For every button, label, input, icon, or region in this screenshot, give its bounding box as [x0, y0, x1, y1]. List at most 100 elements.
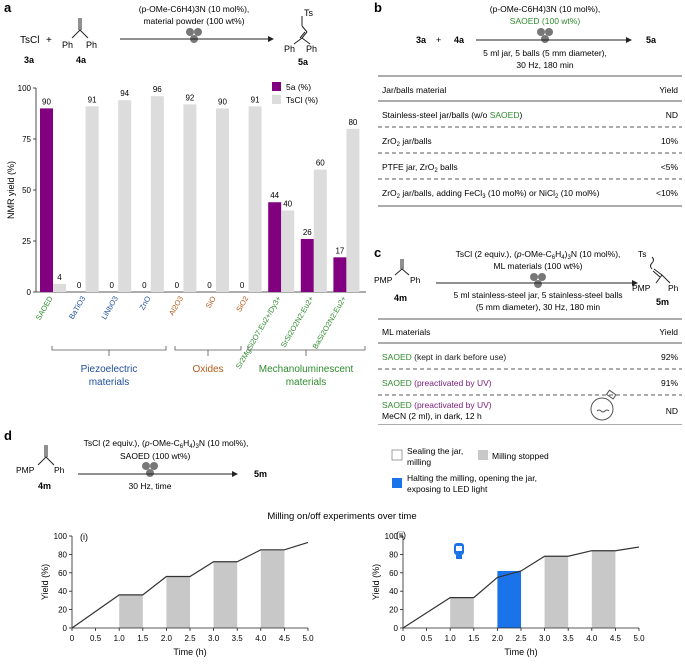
y-tick-label: 60 — [389, 569, 398, 578]
b-plus: + — [436, 35, 441, 45]
milling-stopped-period — [544, 556, 569, 628]
legend-swatch — [272, 82, 281, 91]
b-row-1-right: ND — [666, 110, 678, 120]
bar-value-label: 90 — [42, 97, 51, 106]
yield-line — [402, 546, 640, 629]
d-cond2: SAOED (100 wt%) — [120, 451, 191, 461]
b-cond4: 30 Hz, 180 min — [516, 60, 573, 70]
b-cond2: SAOED (100 wt%) — [510, 16, 581, 26]
d-title: Milling on/off experiments over time — [267, 511, 416, 522]
led-bulb-icon — [454, 543, 464, 559]
legend-swatch-led — [392, 478, 402, 488]
milling-stopped-period — [450, 597, 474, 628]
group-oxides: Oxides — [192, 364, 223, 375]
bar-value-label: 90 — [218, 97, 227, 106]
d-cond3: 30 Hz, time — [129, 481, 172, 491]
bar-tscl — [281, 210, 295, 292]
product-5a — [293, 16, 311, 45]
x-tick-label: 2.5 — [515, 634, 527, 643]
milling-stopped-period — [166, 576, 190, 628]
x-tick-label: 4.0 — [586, 634, 598, 643]
label-5a: 5a — [298, 57, 309, 67]
category-label: BaTiO3 — [67, 295, 87, 321]
bar-value-label: 40 — [283, 199, 292, 208]
legend-milling: Sealing the jar, milling — [407, 446, 463, 467]
x-tick-label: 3.5 — [563, 634, 575, 643]
c-cond3: 5 ml stainless-steel jar, 5 stainless-st… — [453, 290, 622, 300]
bar-tscl — [183, 104, 197, 292]
bar-value-label: 0 — [240, 281, 245, 290]
ball-mill-icon — [186, 28, 202, 43]
legend-label: TsCl (%) — [286, 95, 318, 105]
panel-c-letter: c — [374, 245, 381, 260]
y-tick-label: 20 — [389, 606, 398, 615]
c-row-1-left: SAOED (kept in dark before use) — [382, 352, 506, 362]
category-label: SiO — [204, 294, 218, 309]
milling-stopped-period — [260, 549, 285, 628]
alkene-4m-d — [37, 445, 55, 466]
bar-tscl — [85, 106, 99, 292]
bar-value-label: 0 — [175, 281, 180, 290]
c-4m: 4m — [394, 293, 407, 303]
c-pmp: PMP — [374, 275, 393, 285]
ph-right-product: Ph — [306, 44, 317, 54]
b-row-4-right: <10% — [656, 188, 678, 198]
c-row-3-left: SAOED (preactivated by UV) — [382, 400, 492, 410]
ball-mill-icon-b — [537, 28, 553, 43]
alkene-4a — [71, 18, 89, 39]
b-arrow-head — [626, 37, 632, 43]
bar-value-label: 0 — [207, 281, 212, 290]
d-cond1: TsCl (2 equiv.), (p-OMe-C6H4)3N (10 mol%… — [84, 438, 249, 450]
c-row-3-left2: MeCN (2 ml), in dark, 12 h — [382, 411, 482, 421]
line-chart-ii: 0 20 40 60 80 100 0 0.5 1.0 1.5 2.0 2.5 3.0 3.5 4.0 4.5… — [371, 530, 645, 657]
c-pmp-product: PMP — [632, 283, 651, 293]
x-tick-label: 0.5 — [421, 634, 433, 643]
bar-value-label: 91 — [251, 95, 260, 104]
y-tick-label: 75 — [22, 135, 31, 144]
y-tick-label: 20 — [58, 606, 67, 615]
category-label: LiNbO3 — [99, 295, 120, 322]
panel-c: c PMP Ph 4m TsCl (2 equiv.), (p-OMe-C6H4… — [374, 245, 682, 425]
bar-value-label: 17 — [335, 246, 344, 255]
y-tick-label: 25 — [22, 237, 31, 246]
bar-tscl — [53, 283, 66, 292]
ph-left: Ph — [62, 40, 73, 50]
reagent-tscl: TsCl — [20, 35, 39, 46]
bar-value-label: 94 — [120, 89, 129, 98]
b-cond1: (p-OMe-C6H4)3N (10 mol%), — [490, 4, 601, 14]
yield-line — [71, 541, 309, 629]
bar-value-label: 26 — [303, 228, 312, 237]
panel-d: d PMP Ph 4m TsCl (2 equiv.), (p-OMe-C6H4… — [4, 428, 645, 657]
b-header-left: Jar/balls material — [382, 85, 446, 95]
group-mechanoluminescent: Mechanoluminescent materials — [259, 364, 354, 388]
x-tick-label: 0 — [70, 634, 75, 643]
c-header-left: ML materials — [382, 327, 430, 337]
c-arrow-head — [632, 280, 638, 286]
flask-icon — [590, 389, 617, 421]
x-tick-label: 3.0 — [539, 634, 551, 643]
b-header-right: Yield — [659, 85, 678, 95]
panel-a: a TsCl + Ph Ph 3a 4a (p-OMe-C6H4)3N (10 … — [4, 0, 366, 388]
b-row-3-left: PTFE jar, ZrO2 balls — [382, 162, 458, 174]
bar-5a — [40, 108, 53, 293]
bar-value-label: 0 — [77, 281, 82, 290]
x-tick-label: 4.0 — [255, 634, 267, 643]
x-tick-label: 5.0 — [302, 634, 314, 643]
d-4m: 4m — [38, 481, 51, 491]
c-cond1: TsCl (2 equiv.), (p-OMe-C6H4)3N (10 mol%… — [456, 249, 621, 261]
condition-line-1: (p-OMe-C6H4)3N (10 mol%), — [139, 4, 250, 14]
x-tick-label: 5.0 — [633, 634, 645, 643]
c-cond4: (5 mm diameter), 30 Hz, 180 min — [476, 302, 601, 312]
x-axis-label: Time (h) — [504, 647, 537, 657]
y-tick-label: 40 — [58, 587, 67, 596]
b-4a: 4a — [454, 35, 465, 45]
d-pmp: PMP — [16, 465, 35, 475]
x-tick-label: 0 — [401, 634, 406, 643]
b-row-3-right: <5% — [661, 162, 679, 172]
category-label: Al2O3 — [167, 295, 185, 318]
c-cond2: ML materials (100 wt%) — [494, 261, 583, 271]
bar-value-label: 44 — [270, 191, 279, 200]
bar-tscl — [248, 106, 262, 292]
x-tick-label: 3.0 — [208, 634, 220, 643]
